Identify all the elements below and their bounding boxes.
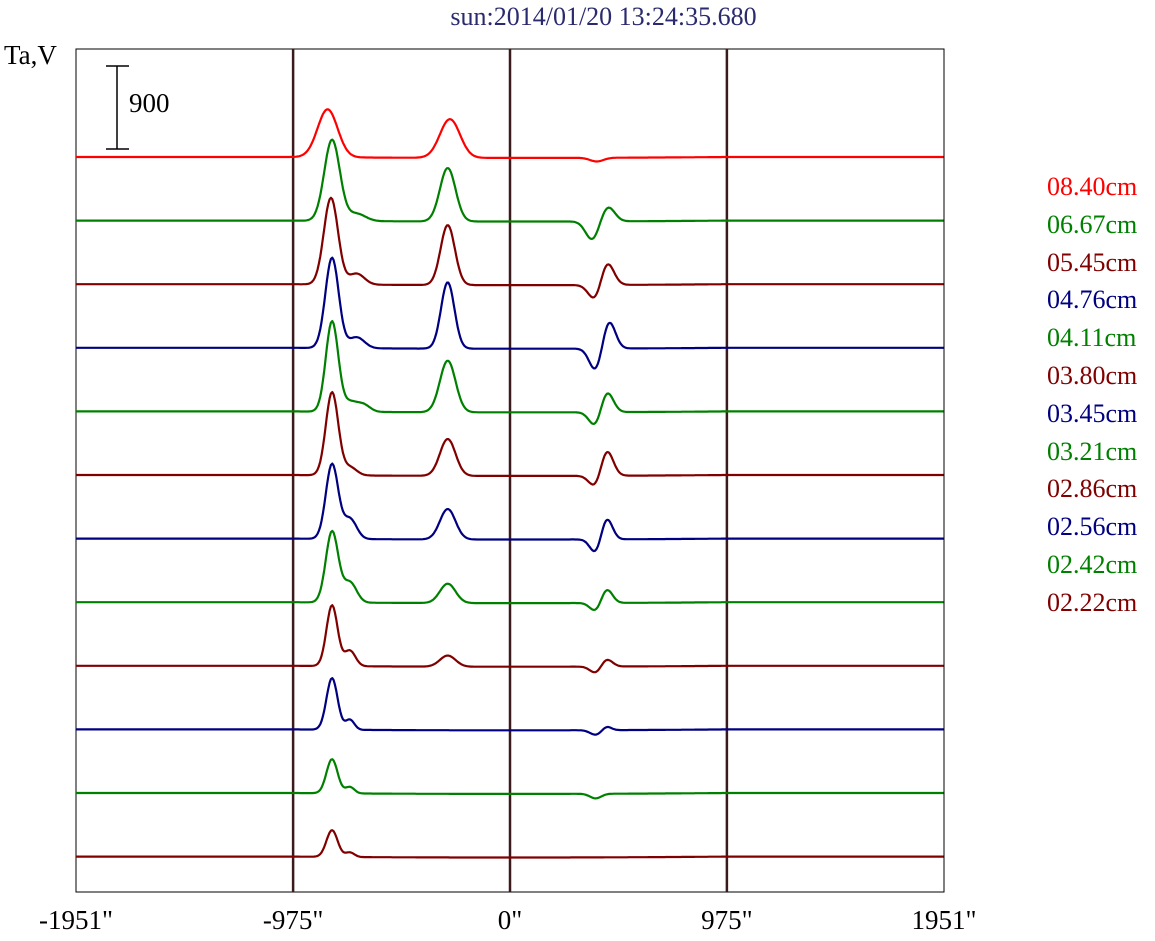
scale-bar [106, 65, 129, 150]
x-tick-label: -1951" [38, 905, 114, 935]
series-line-05.45cm [76, 196, 944, 299]
series-line-03.45cm [76, 462, 944, 553]
legend-entry: 03.21cm [1047, 436, 1138, 466]
series-line-06.67cm [76, 138, 944, 240]
legend-entry: 06.67cm [1047, 209, 1138, 239]
legend-entry: 02.22cm [1047, 587, 1138, 617]
series-line-03.21cm [76, 529, 944, 611]
series-line-02.56cm [76, 677, 944, 736]
y-axis-label: Ta,V [4, 40, 57, 70]
x-tick-label: -975" [262, 905, 324, 935]
legend-entry: 04.76cm [1047, 285, 1138, 315]
x-tick-label: 1951" [911, 905, 977, 935]
legend-entry: 02.42cm [1047, 549, 1138, 579]
chart-title: sun:2014/01/20 13:24:35.680 [450, 2, 757, 31]
series-line-02.86cm [76, 604, 944, 674]
legend-entry: 02.56cm [1047, 512, 1138, 542]
x-tick-label: 0" [497, 905, 523, 935]
legend: 08.40cm 06.67cm 05.45cm 04.76cm 04.11cm 03.80… [1047, 170, 1137, 624]
series-line-04.11cm [76, 320, 944, 425]
series-line-02.22cm [76, 829, 944, 859]
series-line-02.42cm [76, 758, 944, 800]
legend-entry: 04.11cm [1047, 323, 1137, 353]
series-line-08.40cm [76, 108, 944, 163]
scale-bar-label: 900 [129, 88, 170, 118]
vertical-marker-lines [291, 49, 729, 892]
series-layer [76, 108, 944, 859]
x-tick-label: 975" [701, 905, 753, 935]
legend-entry: 03.45cm [1047, 398, 1138, 428]
legend-entry: 05.45cm [1047, 247, 1138, 277]
series-line-03.80cm [76, 391, 944, 486]
legend-entry: 03.80cm [1047, 360, 1138, 390]
series-line-04.76cm [76, 256, 944, 370]
legend-entry: 08.40cm [1047, 172, 1138, 201]
legend-entry: 02.86cm [1047, 474, 1138, 504]
